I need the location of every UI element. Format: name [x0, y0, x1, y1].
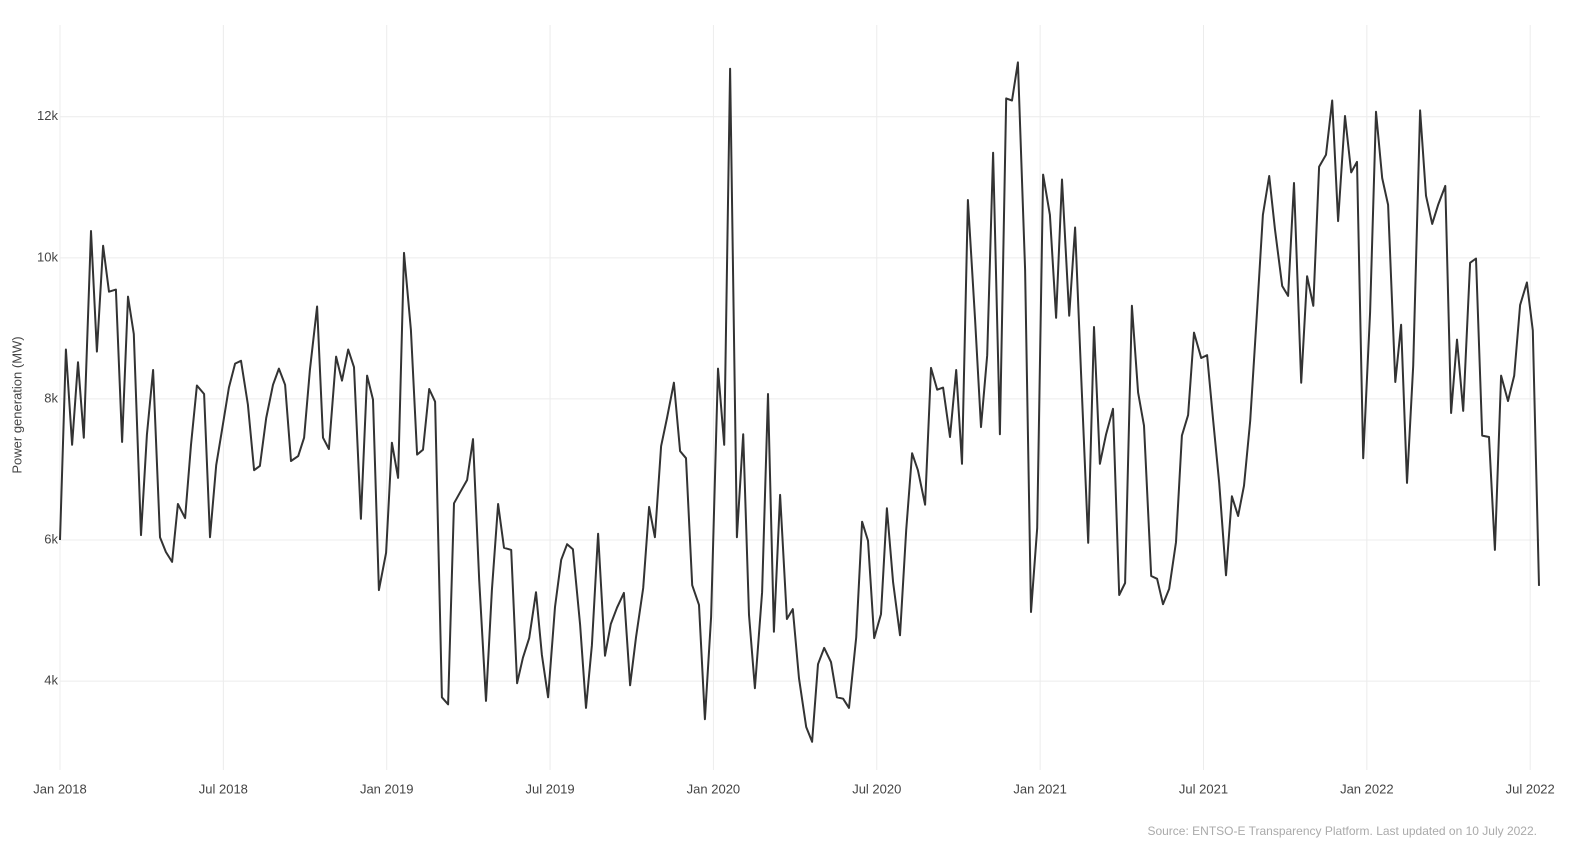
y-tick-label: 6k [44, 531, 58, 546]
y-tick-label: 12k [37, 108, 58, 123]
x-tick-label: Jan 2018 [33, 781, 87, 796]
x-tick-label: Jul 2019 [525, 781, 574, 796]
line [59, 61, 1540, 743]
x-tick-label: Jul 2022 [1506, 781, 1555, 796]
y-axis-label: Power generation (MW) [9, 336, 24, 473]
x-tick-label: Jul 2020 [852, 781, 901, 796]
x-tick-label: Jul 2021 [1179, 781, 1228, 796]
y-tick-label: 8k [44, 390, 58, 405]
y-tick-label: 4k [44, 673, 58, 688]
x-tick-label: Jan 2022 [1340, 781, 1394, 796]
x-tick-label: Jan 2019 [360, 781, 414, 796]
source-note: Source: ENTSO-E Transparency Platform. L… [1147, 824, 1537, 838]
x-tick-label: Jan 2020 [687, 781, 741, 796]
x-tick-label: Jan 2021 [1013, 781, 1067, 796]
y-tick-label: 10k [37, 249, 58, 264]
x-tick-label: Jul 2018 [199, 781, 248, 796]
